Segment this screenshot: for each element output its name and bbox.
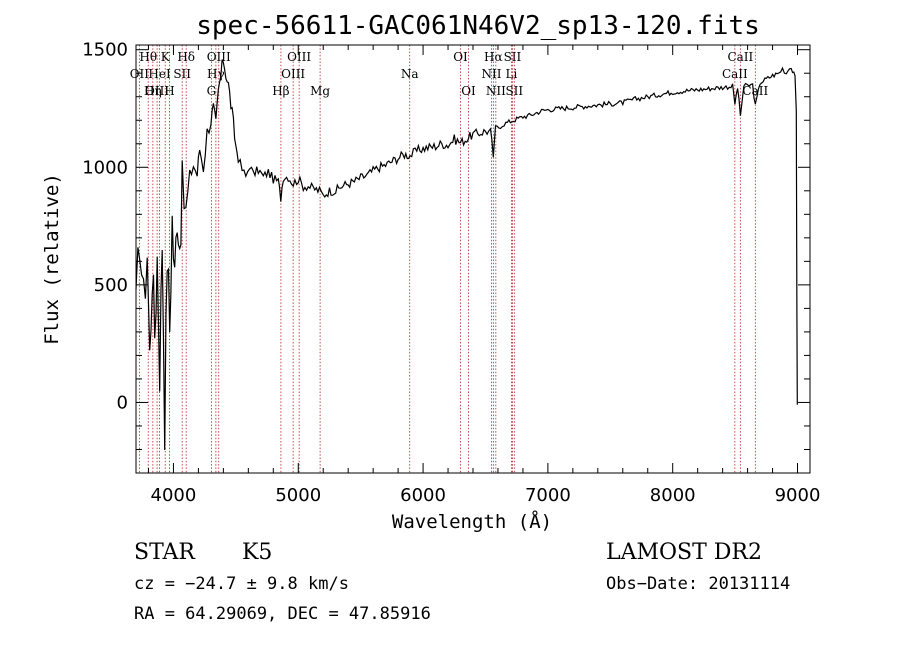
spectral-line-label: NII	[486, 84, 506, 98]
survey-label: LAMOST DR2	[606, 540, 762, 565]
y-tick-label: 1500	[82, 40, 128, 61]
x-tick-label: 9000	[775, 485, 821, 506]
obs-date-label: Obs−Date: 20131114	[606, 574, 790, 594]
spectral-line-label: CaII	[722, 67, 748, 81]
spectral-line-label: OIII	[145, 84, 169, 98]
x-tick-label: 7000	[525, 485, 571, 506]
spectral-line-label: OIII	[287, 50, 311, 64]
spectral-line-label: Hγ	[207, 67, 225, 81]
spectral-line-label: CaII	[727, 50, 753, 64]
spectral-line-label: Hβ	[272, 84, 289, 98]
spectral-line-label: OI	[461, 84, 476, 98]
x-tick-label: 4000	[151, 485, 197, 506]
spectral-line-label: NII	[481, 67, 501, 81]
spectral-line-label: SII	[173, 67, 191, 81]
chart-title: spec-56611-GAC061N46V2_sp13-120.fits	[196, 11, 760, 41]
spectral-line-label: OI	[453, 50, 468, 64]
x-tick-label: 5000	[275, 485, 321, 506]
axis-ticks	[136, 45, 810, 473]
y-tick-label: 0	[117, 392, 128, 413]
plot-frame	[135, 44, 811, 474]
spectral-line-label: Hα	[484, 50, 503, 64]
spectral-line-label: HeI	[148, 67, 171, 81]
class-label: STAR	[134, 540, 196, 565]
spectral-line-label: OIII	[281, 67, 305, 81]
cz-label: cz = −24.7 ± 9.8 km/s	[134, 574, 349, 594]
spectral-line-label: Li	[506, 67, 518, 81]
spectral-line-label: Hδ	[177, 50, 195, 64]
y-tick-label: 500	[94, 275, 128, 296]
spectral-line-label: H	[164, 84, 174, 98]
spectrum-series-line	[135, 59, 798, 451]
spectral-line-label: Hθ	[139, 50, 157, 64]
spectral-line-label: OIII	[207, 50, 231, 64]
x-axis-label: Wavelength (Å)	[392, 510, 552, 533]
y-axis-label: Flux (relative)	[41, 173, 63, 345]
x-tick-label: 6000	[400, 485, 446, 506]
spectral-line-label: G	[207, 84, 217, 98]
spectral-line-label: K	[161, 50, 171, 64]
spectral-line-label: Mg	[310, 84, 330, 98]
spectral-line-label: CaII	[742, 84, 768, 98]
spectral-line-label: SII	[504, 50, 522, 64]
axis-tick-labels: 4000 5000 6000 7000 8000 9000 0 500 1000 1500	[82, 40, 820, 506]
spectral-line-label: OII	[130, 67, 150, 81]
x-tick-label: 8000	[650, 485, 696, 506]
spectral-line-label: Na	[401, 67, 419, 81]
spectral-line-label: Hη	[144, 84, 162, 98]
spectral-line-label: SII	[505, 84, 523, 98]
coords-label: RA = 64.29069, DEC = 47.85916	[134, 604, 431, 624]
y-tick-label: 1000	[82, 157, 128, 178]
subclass-label: K5	[242, 540, 272, 565]
